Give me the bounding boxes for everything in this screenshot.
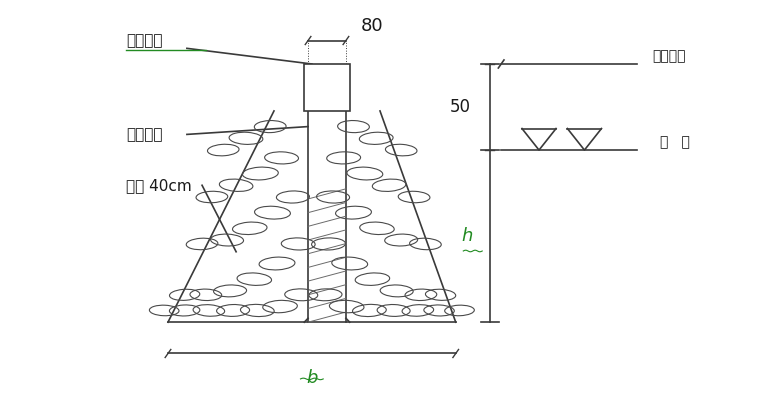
Text: 水   位: 水 位 <box>660 135 690 149</box>
Text: 50: 50 <box>450 98 471 116</box>
Bar <box>304 64 350 111</box>
Text: b: b <box>306 369 318 387</box>
Text: 草包叠排: 草包叠排 <box>126 33 163 48</box>
Text: 80: 80 <box>361 17 384 35</box>
Text: 防渗心墙: 防渗心墙 <box>126 127 163 142</box>
Text: 围堵顶高: 围堵顶高 <box>653 49 686 63</box>
Text: 宽度 40cm: 宽度 40cm <box>126 178 192 193</box>
Text: h: h <box>462 227 473 245</box>
